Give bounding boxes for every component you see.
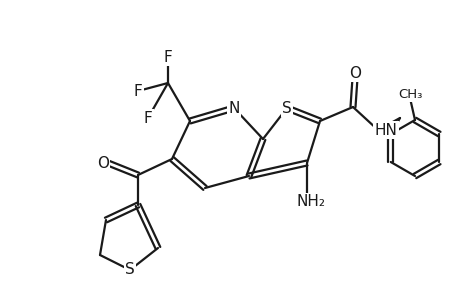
Text: CH₃: CH₃ bbox=[397, 88, 421, 100]
Text: F: F bbox=[133, 83, 142, 98]
Text: HN: HN bbox=[374, 122, 397, 137]
Text: F: F bbox=[143, 110, 152, 125]
Text: N: N bbox=[228, 100, 239, 116]
Text: O: O bbox=[97, 155, 109, 170]
Text: NH₂: NH₂ bbox=[296, 194, 325, 209]
Text: S: S bbox=[125, 262, 134, 278]
Text: S: S bbox=[281, 100, 291, 116]
Text: F: F bbox=[163, 50, 172, 64]
Text: O: O bbox=[348, 65, 360, 80]
